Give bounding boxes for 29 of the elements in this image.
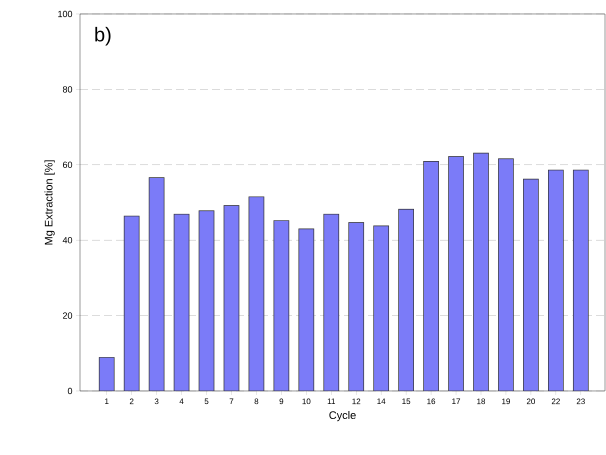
bar (348, 222, 364, 391)
bar (572, 170, 589, 391)
bar (548, 170, 564, 391)
bar (98, 357, 115, 391)
y-tick-label: 20 (62, 312, 72, 319)
y-tick-label: 0 (68, 388, 72, 394)
bar (198, 210, 214, 391)
bar (224, 205, 240, 391)
y-tick-label: 80 (62, 86, 72, 93)
y-tick-label: 40 (62, 237, 72, 244)
bar (174, 214, 190, 391)
bar (498, 158, 514, 391)
bar (248, 196, 264, 391)
y-axis-title: Mg Extraction [%] (44, 160, 55, 245)
bar (423, 161, 439, 391)
bar (523, 178, 539, 391)
y-tick-label: 100 (58, 10, 72, 18)
bar (274, 220, 290, 391)
bar (148, 177, 164, 391)
bar (323, 214, 340, 391)
bar (298, 228, 314, 391)
bar (448, 156, 464, 391)
y-tick-label: 60 (62, 162, 72, 168)
bar (373, 226, 390, 391)
bar (398, 208, 414, 391)
bar (473, 152, 489, 391)
bar (124, 216, 140, 391)
x-axis-title: Cycle (329, 410, 356, 422)
annotation: b) (95, 26, 111, 46)
